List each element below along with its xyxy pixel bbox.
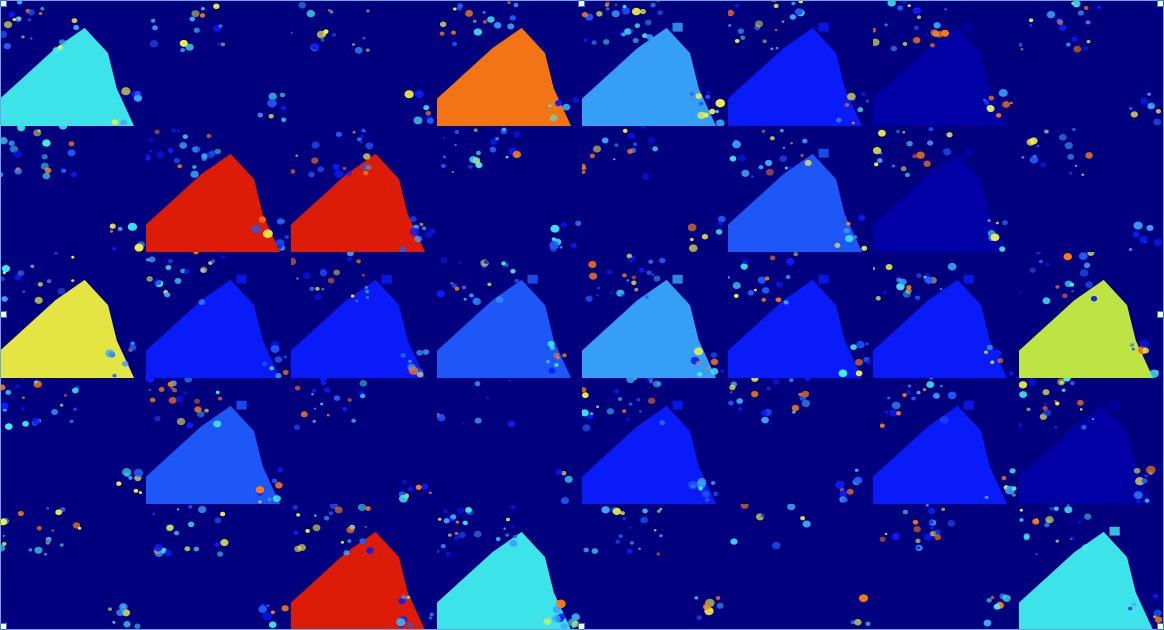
- feature-map-tile: [1018, 378, 1164, 505]
- feature-map-tile: [291, 0, 437, 127]
- feature-map-tile: [0, 0, 146, 127]
- feature-map-tile: [727, 378, 874, 505]
- feature-map-tile: [436, 378, 583, 505]
- feature-map-tile: [873, 378, 1019, 505]
- feature-map-tile: [1018, 252, 1164, 379]
- feature-map-tile: [0, 504, 146, 630]
- feature-map-tile: [145, 0, 292, 127]
- feature-map-tile: [0, 252, 146, 379]
- feature-map-tile: [0, 378, 146, 505]
- feature-map-tile: [582, 252, 728, 379]
- resize-handle-bottom-center[interactable]: [578, 623, 585, 630]
- feature-map-tile: [291, 126, 437, 253]
- resize-handle-bottom-left[interactable]: [0, 623, 7, 630]
- feature-map-tile: [727, 126, 874, 253]
- feature-map-tile: [873, 126, 1019, 253]
- feature-map-tile: [145, 252, 292, 379]
- feature-map-tile: [873, 504, 1019, 630]
- feature-map-tile: [873, 252, 1019, 379]
- feature-map-tile: [436, 0, 583, 127]
- feature-map-tile: [436, 504, 583, 630]
- feature-map-tile: [436, 252, 583, 379]
- feature-map-tile: [582, 378, 728, 505]
- feature-map-tile: [145, 504, 292, 630]
- feature-map-tile: [582, 126, 728, 253]
- resize-handle-bottom-right[interactable]: [1157, 623, 1164, 630]
- feature-map-tile: [1018, 0, 1164, 127]
- feature-map-tile: [145, 126, 292, 253]
- feature-map-tile: [1018, 504, 1164, 630]
- feature-map-tile: [436, 126, 583, 253]
- feature-map-tile: [1018, 126, 1164, 253]
- feature-map-tile: [727, 252, 874, 379]
- feature-map-tile: [582, 504, 728, 630]
- feature-map-tile: [873, 0, 1019, 127]
- feature-map-tile: [291, 504, 437, 630]
- feature-map-tile: [291, 378, 437, 505]
- feature-map-tile: [0, 126, 146, 253]
- resize-handle-top-left[interactable]: [0, 0, 7, 7]
- feature-map-tile: [291, 252, 437, 379]
- resize-handle-top-right[interactable]: [1157, 0, 1164, 7]
- feature-map-tile: [727, 504, 874, 630]
- feature-map-tile: [727, 0, 874, 127]
- feature-map-tile: [582, 0, 728, 127]
- resize-handle-top-center[interactable]: [578, 0, 585, 7]
- feature-map-tile: [145, 378, 292, 505]
- resize-handle-middle-right[interactable]: [1157, 311, 1164, 318]
- resize-handle-middle-left[interactable]: [0, 311, 7, 318]
